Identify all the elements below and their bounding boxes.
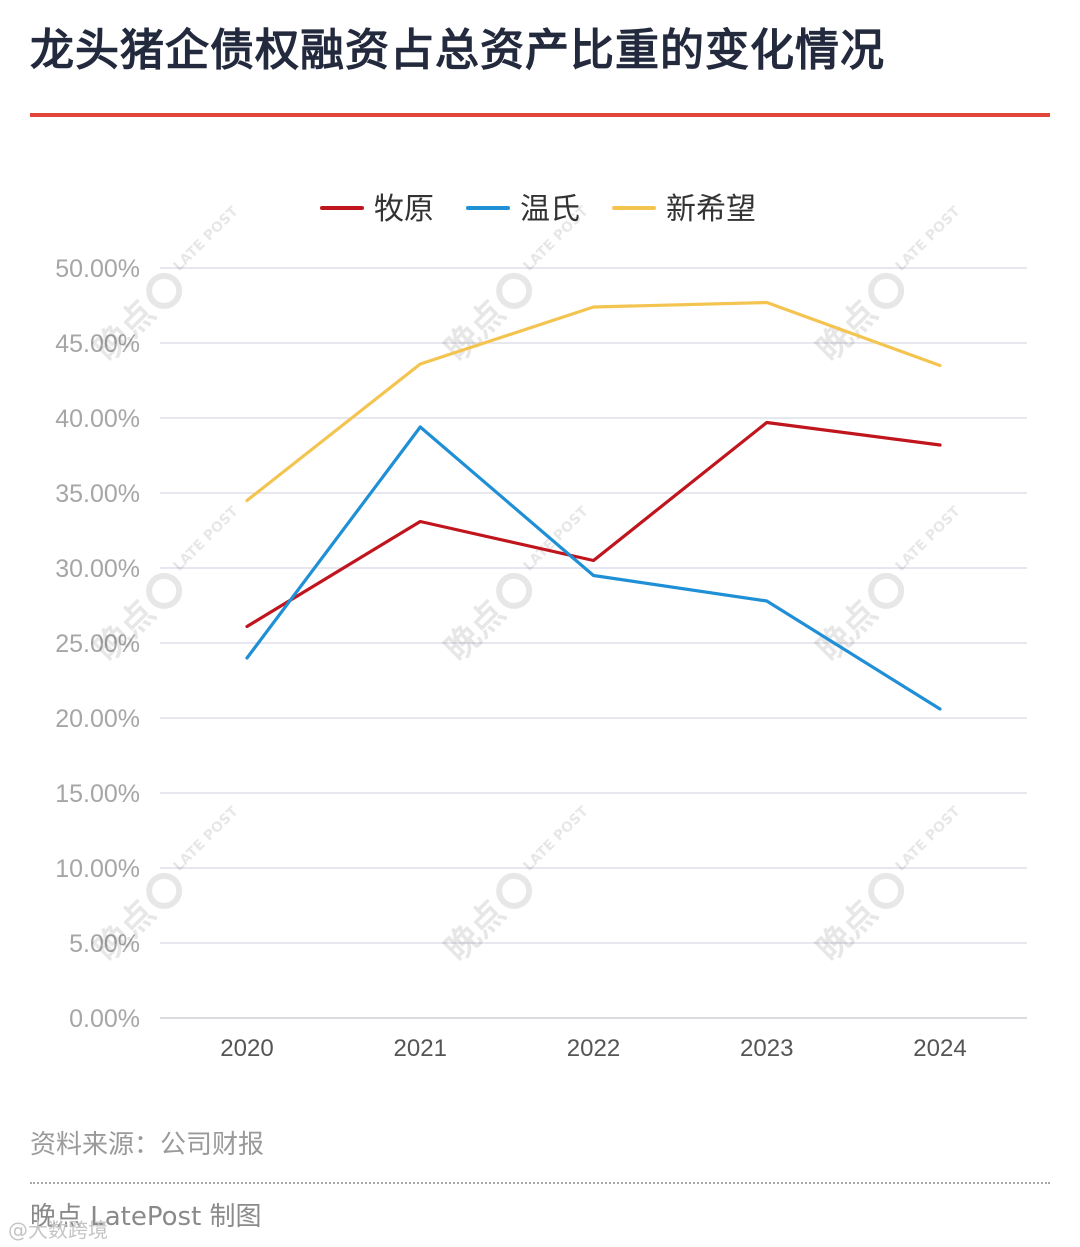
watermark-logo-icon	[146, 272, 183, 309]
series-line-牧原	[245, 420, 942, 629]
legend-label: 新希望	[666, 192, 756, 227]
watermark-name: 晚点	[437, 293, 513, 369]
y-tick-label: 35.00%	[55, 480, 140, 508]
y-tick-label: 40.00%	[55, 405, 140, 433]
watermark-brand: LATE POST	[171, 803, 242, 874]
watermark-logo-icon	[146, 872, 183, 909]
series-line-温氏	[245, 425, 942, 711]
y-tick-label: 30.00%	[55, 555, 140, 583]
y-tick-label: 5.00%	[69, 930, 140, 958]
x-tick-label: 2020	[220, 1035, 273, 1062]
y-tick-label: 10.00%	[55, 855, 140, 883]
watermark-logo-icon	[496, 872, 533, 909]
y-tick-label: 25.00%	[55, 630, 140, 658]
legend-label: 温氏	[520, 192, 580, 227]
watermark-brand: LATE POST	[171, 503, 242, 574]
watermark-logo-icon	[496, 272, 533, 309]
y-tick-label: 50.00%	[55, 255, 140, 283]
x-tick-label: 2023	[740, 1035, 793, 1062]
y-tick-label: 15.00%	[55, 780, 140, 808]
data-source-note: 资料来源：公司财报	[30, 1130, 265, 1160]
watermark-name: 晚点	[437, 593, 513, 669]
watermark-brand: LATE POST	[171, 203, 242, 274]
x-tick-label: 2022	[567, 1035, 620, 1062]
line-chart: 0.00% 5.00% 10.00% 15.00% 20.00% 25.00% 30.00%…	[55, 192, 1027, 1062]
watermark-logo-icon	[496, 572, 533, 609]
watermark-name: 晚点	[809, 593, 885, 669]
watermark-name: 晚点	[809, 893, 885, 969]
weibo-watermark: @大数跨境	[8, 1218, 108, 1242]
watermark-brand: LATE POST	[893, 503, 964, 574]
credit-note: 晚点 LatePost 制图	[30, 1202, 262, 1232]
title-divider	[30, 113, 1050, 117]
chart-title: 龙头猪企债权融资占总资产比重的变化情况	[30, 25, 885, 76]
y-tick-label: 45.00%	[55, 330, 140, 358]
y-tick-label: 0.00%	[69, 1005, 140, 1033]
watermark-brand: LATE POST	[893, 203, 964, 274]
watermark-logo-icon	[146, 572, 183, 609]
x-tick-label: 2021	[394, 1035, 447, 1062]
watermark-logo-icon	[868, 872, 905, 909]
y-tick-label: 20.00%	[55, 705, 140, 733]
series-line-新希望	[245, 300, 942, 503]
watermark-name: 晚点	[437, 893, 513, 969]
watermark-logo-icon	[868, 272, 905, 309]
legend-label: 牧原	[374, 192, 434, 227]
footer-divider	[30, 1182, 1050, 1184]
x-tick-label: 2024	[913, 1035, 966, 1062]
watermark-brand: LATE POST	[521, 803, 592, 874]
watermark-logo-icon	[868, 572, 905, 609]
watermark-brand: LATE POST	[893, 803, 964, 874]
